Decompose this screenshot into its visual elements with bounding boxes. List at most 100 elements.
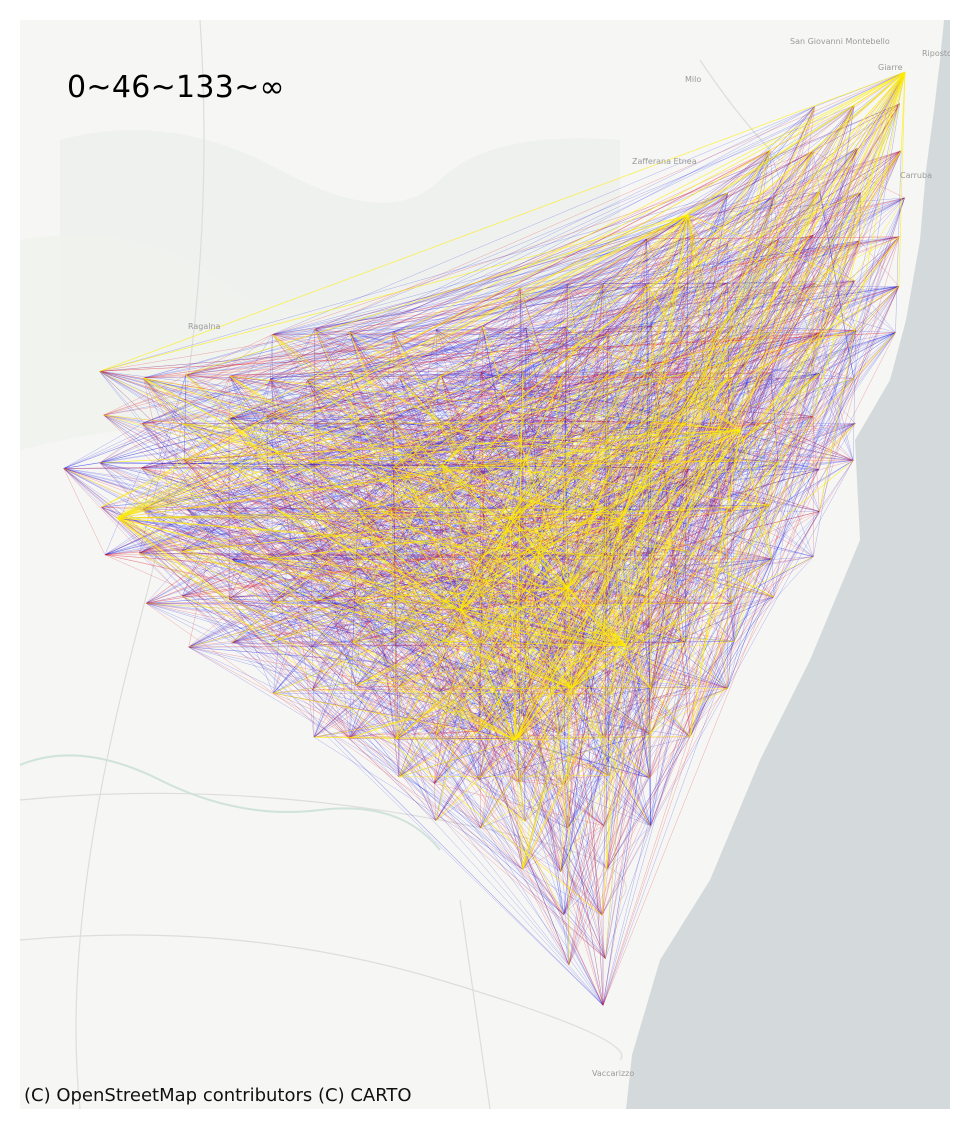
flow-edge: [314, 422, 350, 739]
flow-edge: [687, 214, 735, 642]
flow-edge: [185, 374, 524, 421]
flow-edge: [625, 416, 814, 647]
flow-edge: [771, 558, 774, 598]
flow-edge: [229, 598, 317, 602]
flow-edge: [650, 462, 779, 826]
flow-edge: [350, 282, 776, 372]
flow-edge: [142, 282, 728, 424]
flow-edge: [358, 418, 394, 421]
flow-edge: [561, 507, 652, 554]
flow-edge: [349, 148, 858, 739]
flow-edge: [396, 648, 566, 740]
flow-edge: [649, 460, 854, 778]
flow-edge: [518, 504, 770, 601]
flow-edge: [266, 415, 814, 557]
flow-edge: [355, 504, 770, 561]
flow-edge: [560, 687, 573, 872]
flow-edge: [99, 371, 651, 734]
flow-edge: [563, 150, 771, 465]
flow-edge: [104, 554, 526, 649]
flow-edge: [812, 197, 905, 417]
flow-edge: [356, 685, 397, 740]
map-frame[interactable]: San Giovanni Montebello Milo Giarre Ripo…: [20, 20, 950, 1109]
flow-edge: [478, 641, 644, 780]
flow-edge: [186, 508, 392, 641]
flow-edge: [358, 507, 392, 510]
flow-edge: [313, 642, 354, 738]
flow-edge: [99, 371, 394, 468]
flow-edge: [182, 372, 653, 597]
flow-edge: [474, 688, 603, 916]
flow-edge: [561, 148, 858, 508]
flow-edge: [63, 468, 481, 829]
flow-edge: [352, 509, 359, 643]
flow-edge: [459, 609, 565, 786]
flow-edge: [393, 329, 437, 554]
flow-edge: [518, 556, 612, 739]
flow-edge: [812, 416, 820, 512]
flow-edge: [116, 517, 735, 642]
flow-edge: [116, 517, 560, 734]
flow-edge: [480, 587, 569, 596]
flow-edge: [602, 214, 689, 647]
map-canvas[interactable]: San Giovanni Montebello Milo Giarre Ripo…: [20, 20, 950, 1109]
flow-edge: [480, 372, 652, 554]
flow-edge: [228, 598, 604, 1006]
flow-edge: [442, 517, 511, 642]
flow-edge: [398, 286, 900, 778]
flow-edge: [143, 377, 317, 602]
flow-edge: [509, 517, 645, 642]
flow-edge: [434, 687, 690, 784]
flow-edge: [184, 459, 230, 509]
flow-edge: [435, 734, 564, 915]
flow-edge: [181, 327, 567, 552]
flow-edge: [563, 332, 896, 465]
flow-edge: [228, 418, 461, 611]
flow-edge: [99, 371, 440, 693]
flow-edge: [478, 730, 650, 779]
flow-edge: [478, 601, 690, 732]
flow-edge: [272, 507, 443, 642]
flow-edge: [139, 552, 395, 555]
flow-edge: [608, 467, 611, 776]
flow-edge: [273, 238, 647, 694]
flow-edge: [231, 642, 566, 649]
flow-edge: [187, 504, 770, 510]
flow-edge: [266, 371, 524, 417]
flow-edge: [349, 557, 569, 739]
flow-edge: [650, 416, 814, 826]
flow-edge: [349, 106, 815, 332]
flow-edge: [139, 372, 653, 554]
flow-edge: [442, 641, 570, 965]
flow-edge: [689, 373, 821, 737]
flow-edge: [558, 603, 733, 734]
flow-edge: [520, 507, 687, 511]
flow-edge: [509, 286, 900, 519]
flow-edge: [601, 645, 627, 916]
flow-edge: [391, 371, 524, 508]
flow-edge: [266, 415, 480, 417]
flow-edge: [349, 331, 516, 741]
flow-edge: [353, 460, 438, 510]
flow-edge: [188, 601, 690, 648]
flow-edge: [478, 422, 771, 732]
flow-edge: [307, 379, 524, 694]
flow-edge: [355, 559, 437, 821]
flow-edge: [103, 414, 356, 560]
flow-edge: [523, 377, 733, 421]
flow-edge: [771, 148, 858, 559]
flow-edge: [435, 734, 651, 827]
flow-edge: [396, 460, 854, 740]
flow-edge: [518, 600, 523, 870]
flow-edge: [649, 282, 777, 778]
flow-edge: [518, 781, 565, 786]
flow-edge: [392, 419, 526, 822]
flow-edge: [522, 327, 567, 373]
flow-edge: [357, 509, 516, 741]
flow-edge: [229, 236, 900, 377]
flow-edge: [63, 468, 606, 959]
flow-edge: [735, 148, 858, 462]
flow-edge: [607, 151, 814, 335]
flow-edge: [523, 197, 774, 421]
flow-edge: [605, 467, 649, 959]
